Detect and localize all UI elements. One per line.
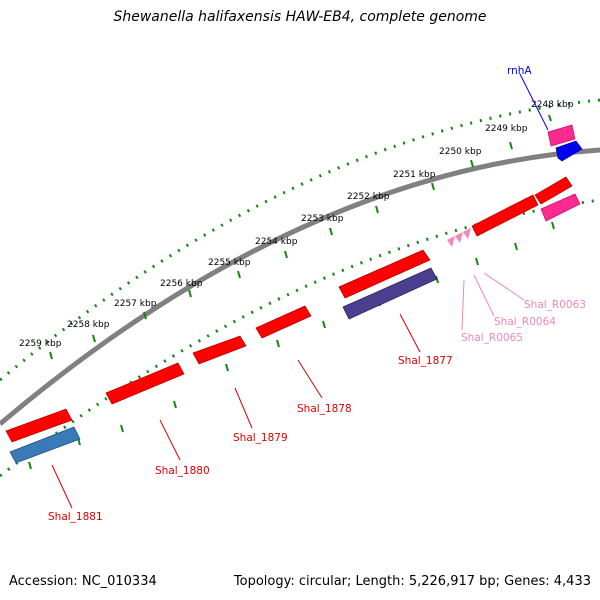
- scale-label: 2252 kbp: [347, 192, 390, 202]
- callout-Shal_R0064: [473, 274, 495, 317]
- inner-tick: [322, 320, 326, 329]
- gene-arrow-red: [471, 194, 539, 237]
- callout-rnhA: [519, 73, 549, 131]
- rna-Shal_R0065: [447, 236, 455, 247]
- gene-rnhA-region: [547, 124, 583, 162]
- inner-tick: [475, 257, 479, 266]
- label-Shal_R0064: Shal_R0064: [494, 316, 556, 328]
- gene-Shal_1881: [5, 408, 73, 443]
- inner-tick: [551, 221, 555, 230]
- gene-arrow-red: [534, 176, 573, 205]
- label-Shal_R0063: Shal_R0063: [524, 299, 586, 311]
- outer-tick: [548, 114, 552, 122]
- gene-Shal_1879: [192, 335, 247, 365]
- outer-major-ticks: [49, 114, 552, 360]
- scale-label: 2255 kbp: [208, 258, 251, 268]
- gene-rnhA: [555, 140, 583, 162]
- scale-label: 2248 kbp: [531, 100, 574, 110]
- outer-tick: [284, 250, 288, 259]
- rna-Shal_R0064: [455, 232, 463, 243]
- scale-label: 2249 kbp: [485, 124, 528, 134]
- scale-label: 2254 kbp: [255, 237, 298, 247]
- callout-Shal_1878: [297, 359, 323, 399]
- callout-Shal_1880: [159, 419, 181, 461]
- gene-Shal_1878: [255, 305, 312, 339]
- outer-tick: [92, 334, 96, 343]
- label-Shal_1879: Shal_1879: [233, 432, 288, 444]
- outer-gene-lane: [5, 124, 583, 464]
- gene-Shal_1880: [105, 362, 185, 405]
- scale-label: 2253 kbp: [301, 214, 344, 224]
- genome-summary-text: Topology: circular; Length: 5,226,917 bp…: [233, 574, 591, 589]
- scale-label: 2256 kbp: [160, 279, 203, 289]
- callout-Shal_1879: [234, 387, 253, 429]
- label-Shal_1878: Shal_1878: [297, 403, 352, 415]
- genome-backbone: [0, 147, 600, 426]
- callout-Shal_1877: [399, 313, 421, 353]
- outer-tick: [188, 289, 192, 298]
- outer-tick: [375, 205, 379, 214]
- scale-label: 2259 kbp: [19, 339, 62, 349]
- gene-block-purple: [342, 267, 438, 320]
- outer-tick: [143, 311, 147, 320]
- gene-block-pink: [547, 124, 576, 147]
- scale-label: 2258 kbp: [67, 320, 110, 330]
- rna-Shal_R0063: [463, 228, 471, 239]
- outer-tick: [237, 270, 241, 279]
- accession-text: Accession: NC_010334: [9, 574, 157, 589]
- outer-tick: [49, 351, 53, 360]
- inner-tick: [225, 363, 229, 372]
- outer-tick: [329, 227, 333, 236]
- map-title: Shewanella halifaxensis HAW-EB4, complet…: [113, 9, 487, 25]
- scale-label: 2257 kbp: [114, 299, 157, 309]
- rna-features: [447, 228, 471, 247]
- scale-labels: 2248 kbp 2249 kbp 2250 kbp 2251 kbp 2252…: [19, 100, 574, 349]
- label-rnhA: rnhA: [507, 65, 532, 77]
- label-Shal_1881: Shal_1881: [48, 511, 103, 523]
- scale-label: 2250 kbp: [439, 147, 482, 157]
- callout-Shal_R0063: [483, 272, 525, 301]
- gene-Shal_1877: [338, 249, 431, 299]
- callout-Shal_R0065: [461, 279, 465, 331]
- label-Shal_1877: Shal_1877: [398, 355, 453, 367]
- gene-block-pink: [540, 193, 581, 222]
- outer-tick: [509, 141, 513, 150]
- inner-major-ticks: [28, 221, 555, 470]
- label-Shal_1880: Shal_1880: [155, 465, 210, 477]
- feature-labels: rnhA Shal_1877 Shal_1878 Shal_1879 Shal_…: [48, 65, 586, 523]
- outer-tick: [470, 159, 474, 168]
- inner-tick: [28, 461, 32, 470]
- callout-Shal_1881: [51, 464, 73, 509]
- scale-label: 2251 kbp: [393, 170, 436, 180]
- label-callouts: [51, 73, 549, 509]
- label-Shal_R0065: Shal_R0065: [461, 332, 523, 344]
- gene-block-steelblue: [9, 426, 81, 464]
- inner-tick: [514, 242, 518, 251]
- inner-tick: [173, 400, 177, 409]
- outer-tick: [431, 182, 435, 191]
- inner-tick: [276, 339, 280, 348]
- inner-tick: [120, 424, 124, 433]
